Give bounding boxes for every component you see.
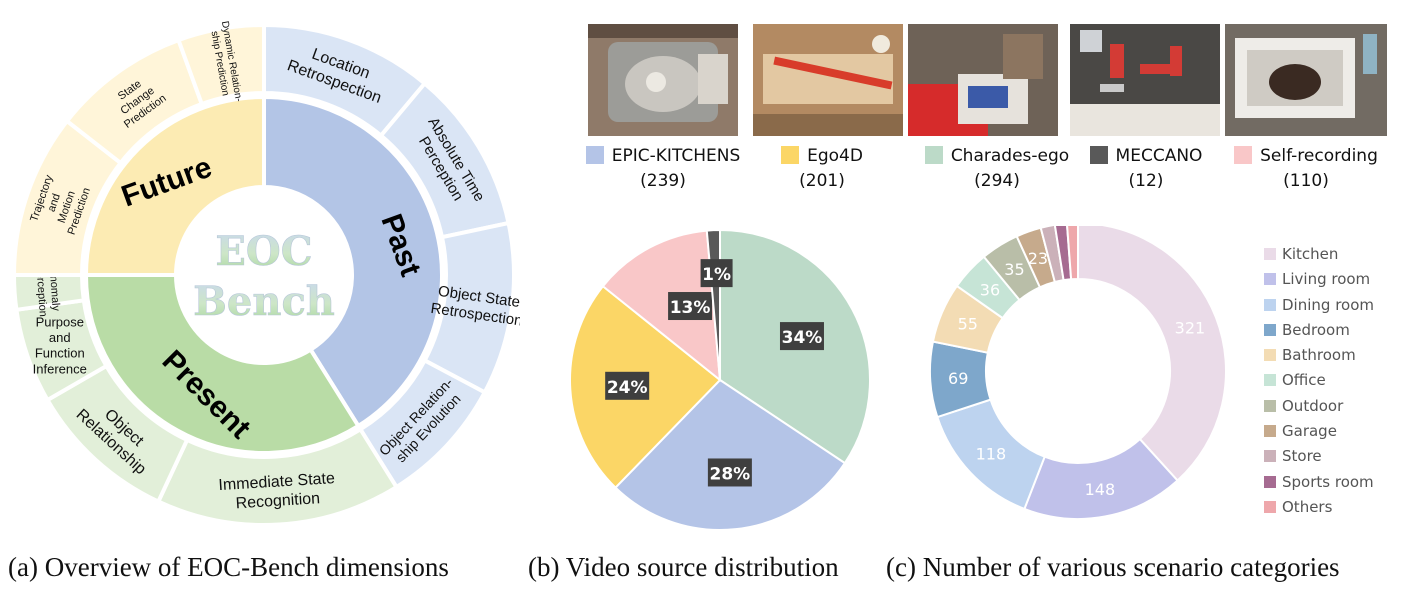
legend-ego4d: Ego4D (201): [742, 144, 902, 194]
legend-count: (201): [799, 171, 845, 191]
scenario-legend-item-sports-room: Sports room: [1264, 470, 1374, 495]
donut-value-label: 118: [976, 445, 1007, 464]
legend-label: Sports room: [1282, 472, 1374, 491]
legend-label: Store: [1282, 447, 1322, 466]
donut-value-label: 36: [980, 280, 1000, 299]
legend-label: Kitchen: [1282, 245, 1339, 263]
legend-swatch: [1264, 475, 1276, 488]
legend-label: Outdoor: [1282, 396, 1344, 415]
donut-value-label: 148: [1085, 480, 1116, 499]
scenario-legend-item-store: Store: [1264, 444, 1374, 469]
scenario-legend-item-garage: Garage: [1264, 419, 1374, 444]
sunburst-label-anomaly-perception: AnomalyPerception: [33, 263, 62, 317]
donut-value-label: 23: [1028, 249, 1048, 268]
legend-swatch: [585, 146, 604, 164]
pie-slice-24: 24%: [569, 284, 722, 490]
sunburst-group-present: Present: [83, 273, 362, 455]
legend-count: (239): [640, 171, 686, 191]
caption-a: (a) Overview of EOC-Bench dimensions: [8, 552, 449, 582]
sunburst-segment-immediate-state-recognition: Immediate StateRecognition: [155, 426, 400, 527]
legend-count: (110): [1283, 171, 1329, 191]
legend-label: Dining room: [1282, 295, 1374, 314]
legend-count: (294): [974, 171, 1020, 191]
pie-slice-13: 13%: [601, 229, 722, 383]
legend-label: Others: [1282, 497, 1333, 516]
pie-label: 28%: [710, 464, 751, 484]
donut-value-label: 321: [1175, 319, 1206, 338]
video-source-pie: 34% 28% 24% 13% 1%: [569, 228, 871, 531]
legend-swatch: [1264, 349, 1276, 362]
legend-swatch: [1264, 298, 1276, 311]
scenario-legend-item-others: Others: [1264, 495, 1374, 520]
donut-slice-kitchen: 321: [1077, 226, 1227, 482]
sunburst-segment-location-retrospection: LocationRetrospection: [262, 22, 428, 139]
legend-swatch: [1264, 248, 1276, 260]
legend-label: Charades-ego: [950, 146, 1070, 166]
sunburst-label-purpose-and-function-inference: Purpose and Function Inference: [33, 314, 87, 376]
legend-label: Living room: [1282, 270, 1371, 289]
legend-swatch: [1264, 323, 1276, 336]
legend-self-recording: Self-recording (110): [1216, 144, 1396, 194]
legend-count: (12): [1128, 171, 1164, 191]
scenario-legend-item-living-room: Living room: [1264, 267, 1374, 292]
sunburst-center: [180, 191, 348, 359]
pie-label: 24%: [607, 378, 648, 398]
donut-slice-dining-room: 118: [936, 398, 1046, 511]
pie-slice-28: 28%: [614, 378, 847, 531]
scenario-legend-item-outdoor: Outdoor: [1264, 394, 1374, 419]
scenario-legend-item-kitchen: Kitchen: [1264, 242, 1374, 267]
legend-swatch: [1234, 146, 1253, 164]
legend-label: Self-recording: [1260, 146, 1378, 166]
scenario-legend-item-office: Office: [1264, 368, 1374, 393]
legend-swatch: [1264, 450, 1276, 463]
legend-swatch: [781, 146, 800, 164]
caption-b: (b) Video source distribution: [528, 552, 839, 582]
thumbnail-sink-dishwashing: [588, 24, 738, 136]
sunburst-center-text: Bench: [193, 278, 335, 325]
scenario-legend-item-dining-room: Dining room: [1264, 293, 1374, 318]
pie-slice-1: 1%: [700, 228, 733, 381]
sunburst-group-past: Past: [262, 94, 444, 429]
donut-value-label: 55: [958, 315, 978, 334]
legend-label: MECCANO: [1115, 146, 1203, 166]
legend-swatch: [1264, 374, 1276, 387]
pie-label: 34%: [782, 328, 823, 348]
legend-swatch: [924, 146, 943, 164]
legend-swatch: [1264, 273, 1276, 286]
caption-c: (c) Number of various scenario categorie…: [886, 552, 1340, 582]
legend-swatch: [1264, 425, 1276, 438]
pie-label: 1%: [702, 265, 731, 285]
thumbnail-pot-in-sink: [1225, 24, 1387, 136]
legend-label: Bathroom: [1282, 346, 1356, 365]
sunburst-group-future: Future: [83, 94, 266, 277]
donut-value-label: 35: [1004, 260, 1024, 279]
legend-label: Ego4D: [807, 146, 863, 166]
legend-swatch: [1264, 500, 1276, 513]
legend-label: Office: [1282, 371, 1326, 390]
donut-slice-others: [1066, 226, 1079, 281]
scenario-legend-item-bedroom: Bedroom: [1264, 318, 1374, 343]
sunburst-center-text: EOC: [215, 228, 312, 275]
thumbnail-desk-clamp: [908, 24, 1058, 136]
sunburst-segment-purpose-and-function-inference: Purpose and Function Inference: [14, 298, 110, 403]
scenario-legend-item-bathroom: Bathroom: [1264, 343, 1374, 368]
pie-label: 13%: [670, 298, 711, 318]
legend-label: Bedroom: [1282, 320, 1350, 339]
thumbnail-wood-workbench: [753, 24, 903, 136]
legend-swatch: [1089, 146, 1108, 164]
legend-charades-ego: Charades-ego (294): [902, 144, 1092, 194]
legend-meccano: MECCANO (12): [1066, 144, 1226, 194]
sunburst-segment-object-state-retrospection: Object StateRetrospection: [421, 220, 520, 396]
donut-value-label: 69: [948, 369, 968, 388]
legend-swatch: [1264, 399, 1276, 412]
scenario-legend: Kitchen Living room Dining room Bedroom Bath…: [1264, 242, 1374, 520]
thumbnail-meccano-parts: [1070, 24, 1220, 136]
sunburst-segment-dynamic-relation-ship-prediction: Dynamic Relation-ship Prediction: [175, 20, 266, 107]
sunburst-segment-trajectory-and-motion-prediction: TrajectoryandMotionPrediction: [11, 118, 124, 277]
legend-epic-kitchens: EPIC-KITCHENS (239): [568, 144, 758, 194]
legend-label: EPIC-KITCHENS: [611, 146, 741, 166]
legend-label: Garage: [1282, 422, 1337, 441]
